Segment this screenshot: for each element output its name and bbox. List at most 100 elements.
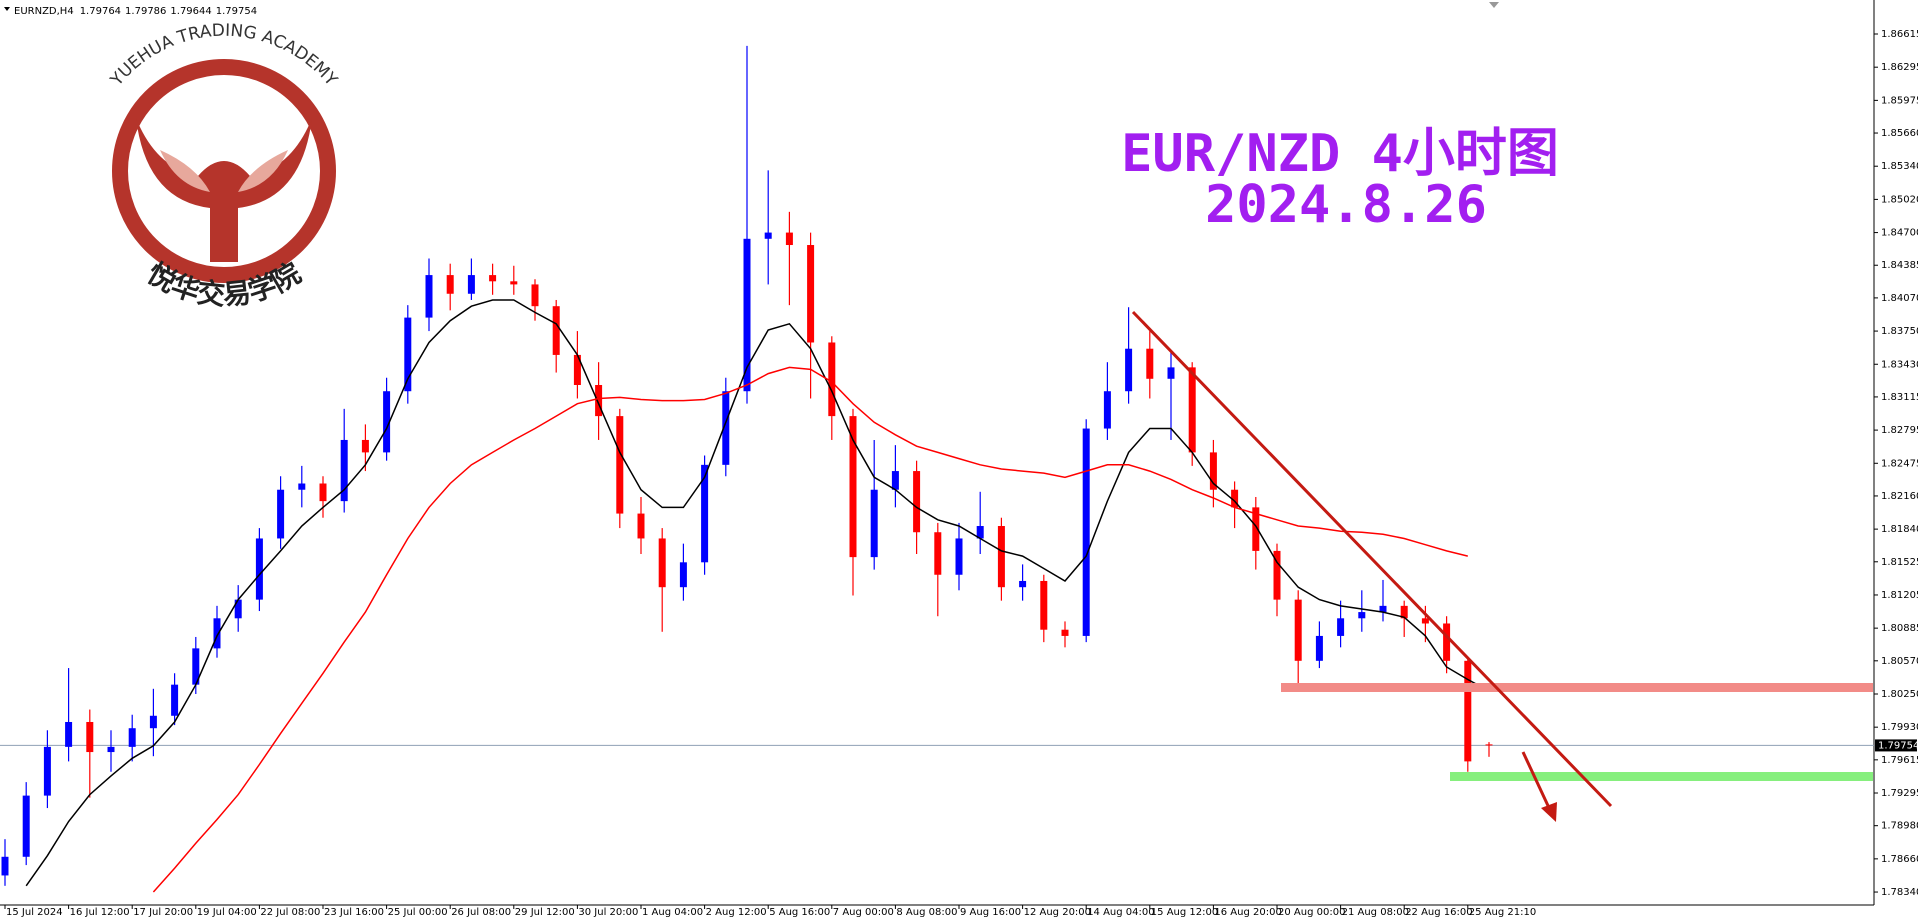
- candle-body: [255, 538, 263, 600]
- candle-body: [277, 489, 285, 539]
- x-tick-label: 5 Aug 16:00: [769, 907, 830, 918]
- y-tick-label: 1.82160: [1881, 491, 1918, 502]
- candle-body: [149, 715, 157, 729]
- candle-body: [1209, 452, 1217, 490]
- candle-body: [934, 532, 942, 575]
- y-tick-label: 1.85660: [1881, 128, 1918, 139]
- x-tick-label: 23 Jul 16:00: [324, 907, 384, 918]
- y-tick-label: 1.83750: [1881, 326, 1918, 337]
- drawings: [1131, 310, 1613, 822]
- logo-leaf: [160, 150, 288, 192]
- y-tick-label: 1.85340: [1881, 161, 1918, 172]
- y-tick-label: 1.80570: [1881, 656, 1918, 667]
- candle-body: [171, 684, 179, 716]
- candle-body: [870, 489, 878, 558]
- candle-body: [107, 746, 115, 753]
- candle-body: [86, 721, 94, 753]
- y-tick-label: 1.81525: [1881, 557, 1918, 568]
- x-tick-label: 29 Jul 12:00: [515, 907, 575, 918]
- candle-body: [425, 275, 433, 318]
- y-tick-label: 1.86615: [1881, 29, 1918, 40]
- candle-body: [192, 648, 200, 685]
- candle-body: [1443, 623, 1451, 661]
- x-tick-label: 17 Jul 20:00: [133, 907, 193, 918]
- candle-body: [891, 471, 899, 490]
- symbol: EURNZD,H4: [14, 6, 74, 17]
- candle-body: [1167, 367, 1175, 379]
- moving-average: [152, 366, 1468, 893]
- candle-body: [1231, 489, 1239, 508]
- x-tick-label: 8 Aug 08:00: [896, 907, 957, 918]
- candle-body: [1464, 660, 1472, 762]
- x-tick-label: 30 Jul 20:00: [578, 907, 638, 918]
- x-tick-label: 15 Jul 2024: [6, 907, 63, 918]
- x-tick-label: 25 Jul 00:00: [388, 907, 448, 918]
- x-tick-label: 9 Aug 16:00: [960, 907, 1021, 918]
- current-price-box: [1875, 739, 1917, 752]
- candle-body: [1400, 605, 1408, 619]
- candle-body: [616, 416, 624, 514]
- y-tick-label: 1.79295: [1881, 788, 1918, 799]
- logo-emblem: [136, 118, 312, 262]
- x-tick-label: 16 Jul 12:00: [70, 907, 130, 918]
- trend-line: [1131, 310, 1613, 808]
- candle-body: [128, 728, 136, 747]
- y-tick-label: 1.81205: [1881, 590, 1918, 601]
- candle-body: [1188, 367, 1196, 453]
- y-tick-label: 1.83430: [1881, 359, 1918, 370]
- header-open: 1.79764: [80, 6, 121, 17]
- x-tick-label: 22 Jul 08:00: [260, 907, 320, 918]
- candle-body: [1337, 618, 1345, 636]
- chart-title: EUR/NZD 4小时图: [1121, 124, 1559, 184]
- arrow-shaft: [1521, 751, 1552, 811]
- candle-body: [1019, 580, 1027, 588]
- x-tick-label: 15 Aug 12:00: [1151, 907, 1218, 918]
- x-tick-label: 7 Aug 00:00: [833, 907, 894, 918]
- candle-body: [234, 599, 242, 619]
- y-tick-label: 1.81840: [1881, 524, 1918, 535]
- candle-body: [1379, 605, 1387, 613]
- candle-body: [404, 317, 412, 392]
- x-tick-label: 2 Aug 12:00: [706, 907, 767, 918]
- candle-body: [573, 354, 581, 385]
- y-tick-label: 1.83115: [1881, 392, 1918, 403]
- candle-body: [1082, 428, 1090, 636]
- candle-body: [955, 538, 963, 575]
- resistance-zone: [1281, 683, 1873, 692]
- candle-body: [467, 275, 475, 294]
- candle-body: [213, 618, 221, 649]
- candle-body: [1315, 635, 1323, 661]
- y-tick-label: 1.78980: [1881, 821, 1918, 832]
- candle-body: [1358, 612, 1366, 619]
- logo-ring: [112, 59, 336, 283]
- support-zone: [1450, 772, 1873, 781]
- current-price-label: 1.79754: [1878, 740, 1918, 751]
- header-icon: [4, 7, 10, 11]
- candle-body: [595, 384, 603, 417]
- candle-body: [1485, 744, 1493, 746]
- candle-body: [531, 284, 539, 307]
- candle-body: [489, 275, 497, 282]
- candle-body: [997, 526, 1005, 588]
- candle-body: [1273, 550, 1281, 600]
- y-tick-label: 1.79930: [1881, 722, 1918, 733]
- y-tick-label: 1.78660: [1881, 854, 1918, 865]
- candle-body: [383, 391, 391, 453]
- candle-body: [1252, 507, 1260, 551]
- y-tick-label: 1.82795: [1881, 425, 1918, 436]
- candle-body: [1421, 618, 1429, 624]
- x-tick-label: 25 Aug 21:10: [1469, 907, 1536, 918]
- candle-body: [785, 232, 793, 246]
- candle-body: [976, 526, 984, 539]
- candle-body: [361, 439, 369, 453]
- x-tick-label: 21 Aug 08:00: [1342, 907, 1409, 918]
- header-high: 1.79786: [125, 6, 166, 17]
- x-tick-label: 19 Jul 04:00: [197, 907, 257, 918]
- candle-body: [1294, 599, 1302, 661]
- candle-body: [1061, 629, 1069, 636]
- candle-body: [552, 306, 560, 355]
- candle-body: [22, 795, 30, 857]
- y-tick-label: 1.80250: [1881, 689, 1918, 700]
- y-tick-label: 1.86295: [1881, 62, 1918, 73]
